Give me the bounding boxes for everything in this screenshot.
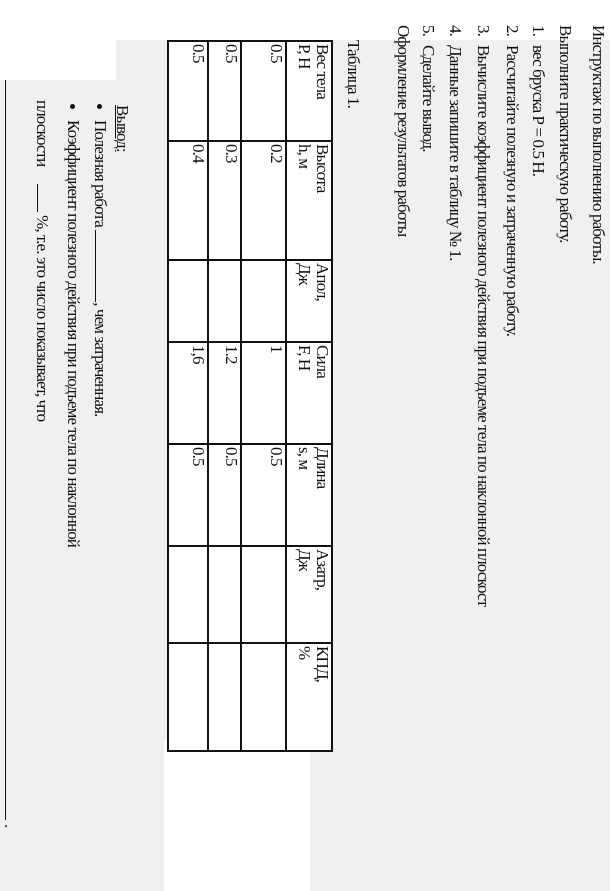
table-cell: 1,6 xyxy=(168,342,208,444)
header-cell: Вес тела Р, Н xyxy=(286,41,332,141)
step-text: Сделайте вывод. xyxy=(419,45,438,152)
bullet-icon xyxy=(97,104,102,109)
step-number: 5. xyxy=(419,25,438,36)
header-cell: Азатр, Дж xyxy=(286,546,332,643)
table-cell xyxy=(241,260,286,342)
table-cell: 0.3 xyxy=(208,141,241,260)
conclusion-line-2: Коэффициент полезного действия при подъе… xyxy=(64,120,83,547)
end-period: . xyxy=(1,824,20,828)
table-cell: 1 xyxy=(241,342,286,444)
table-cell xyxy=(208,643,241,751)
table-cell: 0.5 xyxy=(241,41,286,141)
instructions-title: Инструктаж по выполнению работы. xyxy=(589,25,608,264)
step-number: 4. xyxy=(446,25,465,36)
table-row: 0.5 0.3 1.2 0.5 xyxy=(208,41,241,751)
table-cell: 0.5 xyxy=(168,444,208,546)
page-margin xyxy=(610,0,616,891)
header-cell: КПД,% xyxy=(286,643,332,751)
table-cell xyxy=(168,643,208,751)
step-number: 2. xyxy=(503,25,522,36)
results-table: Вес тела Р, Н Высота h, м Апол, Дж Сила F, Н… xyxy=(167,40,333,752)
table-cell: 0.5 xyxy=(208,41,241,141)
table-cell xyxy=(208,260,241,342)
header-cell: Высота h, м xyxy=(286,141,332,260)
table-cell: 0.5 xyxy=(168,41,208,141)
step-number: 1. xyxy=(529,25,548,36)
bullet-icon xyxy=(70,104,75,109)
step-text: Данные запишите в таблицу № 1. xyxy=(446,45,465,261)
table-cell: 1.2 xyxy=(208,342,241,444)
conclusion-line-1: Полезная работа , чем затраченная. xyxy=(91,120,110,417)
results-heading: Оформление результатов работы xyxy=(394,25,413,237)
header-cell: Сила F, Н xyxy=(286,342,332,444)
table-cell xyxy=(168,260,208,342)
page-margin xyxy=(0,0,116,80)
table-caption: Таблица 1. xyxy=(344,40,363,108)
answer-line[interactable] xyxy=(5,80,6,820)
blank-area xyxy=(164,740,310,891)
table-cell: 0.2 xyxy=(241,141,286,260)
step-number: 3. xyxy=(474,25,493,36)
header-cell: Апол, Дж xyxy=(286,260,332,342)
step-text: Вычислите коэффициент полезного действия… xyxy=(474,45,493,607)
step-text: вес бруска Р = 0.5 Н. xyxy=(529,45,548,177)
table-cell xyxy=(208,546,241,643)
table-cell xyxy=(241,546,286,643)
table-cell: 0.5 xyxy=(208,444,241,546)
table-cell: 0.5 xyxy=(241,444,286,546)
answer-blank[interactable] xyxy=(37,183,52,212)
table-header-row: Вес тела Р, Н Высота h, м Апол, Дж Сила F, Н… xyxy=(286,41,332,751)
conclusion-heading: Вывод: xyxy=(113,105,132,152)
table-cell xyxy=(241,643,286,751)
header-cell: Длина s, м xyxy=(286,444,332,546)
conclusion-line-3: плоскости %, т.е. это число показывает, … xyxy=(33,100,52,422)
table-cell: 0.4 xyxy=(168,141,208,260)
instructions-intro: Выполните практическую работу. xyxy=(556,25,575,243)
table-row: 0.5 0.4 1,6 0.5 xyxy=(168,41,208,751)
answer-blank[interactable] xyxy=(95,230,110,303)
table-cell xyxy=(168,546,208,643)
table-row: 0.5 0.2 1 0.5 xyxy=(241,41,286,751)
step-text: Рассчитайте полезную и затраченную работ… xyxy=(503,45,522,337)
